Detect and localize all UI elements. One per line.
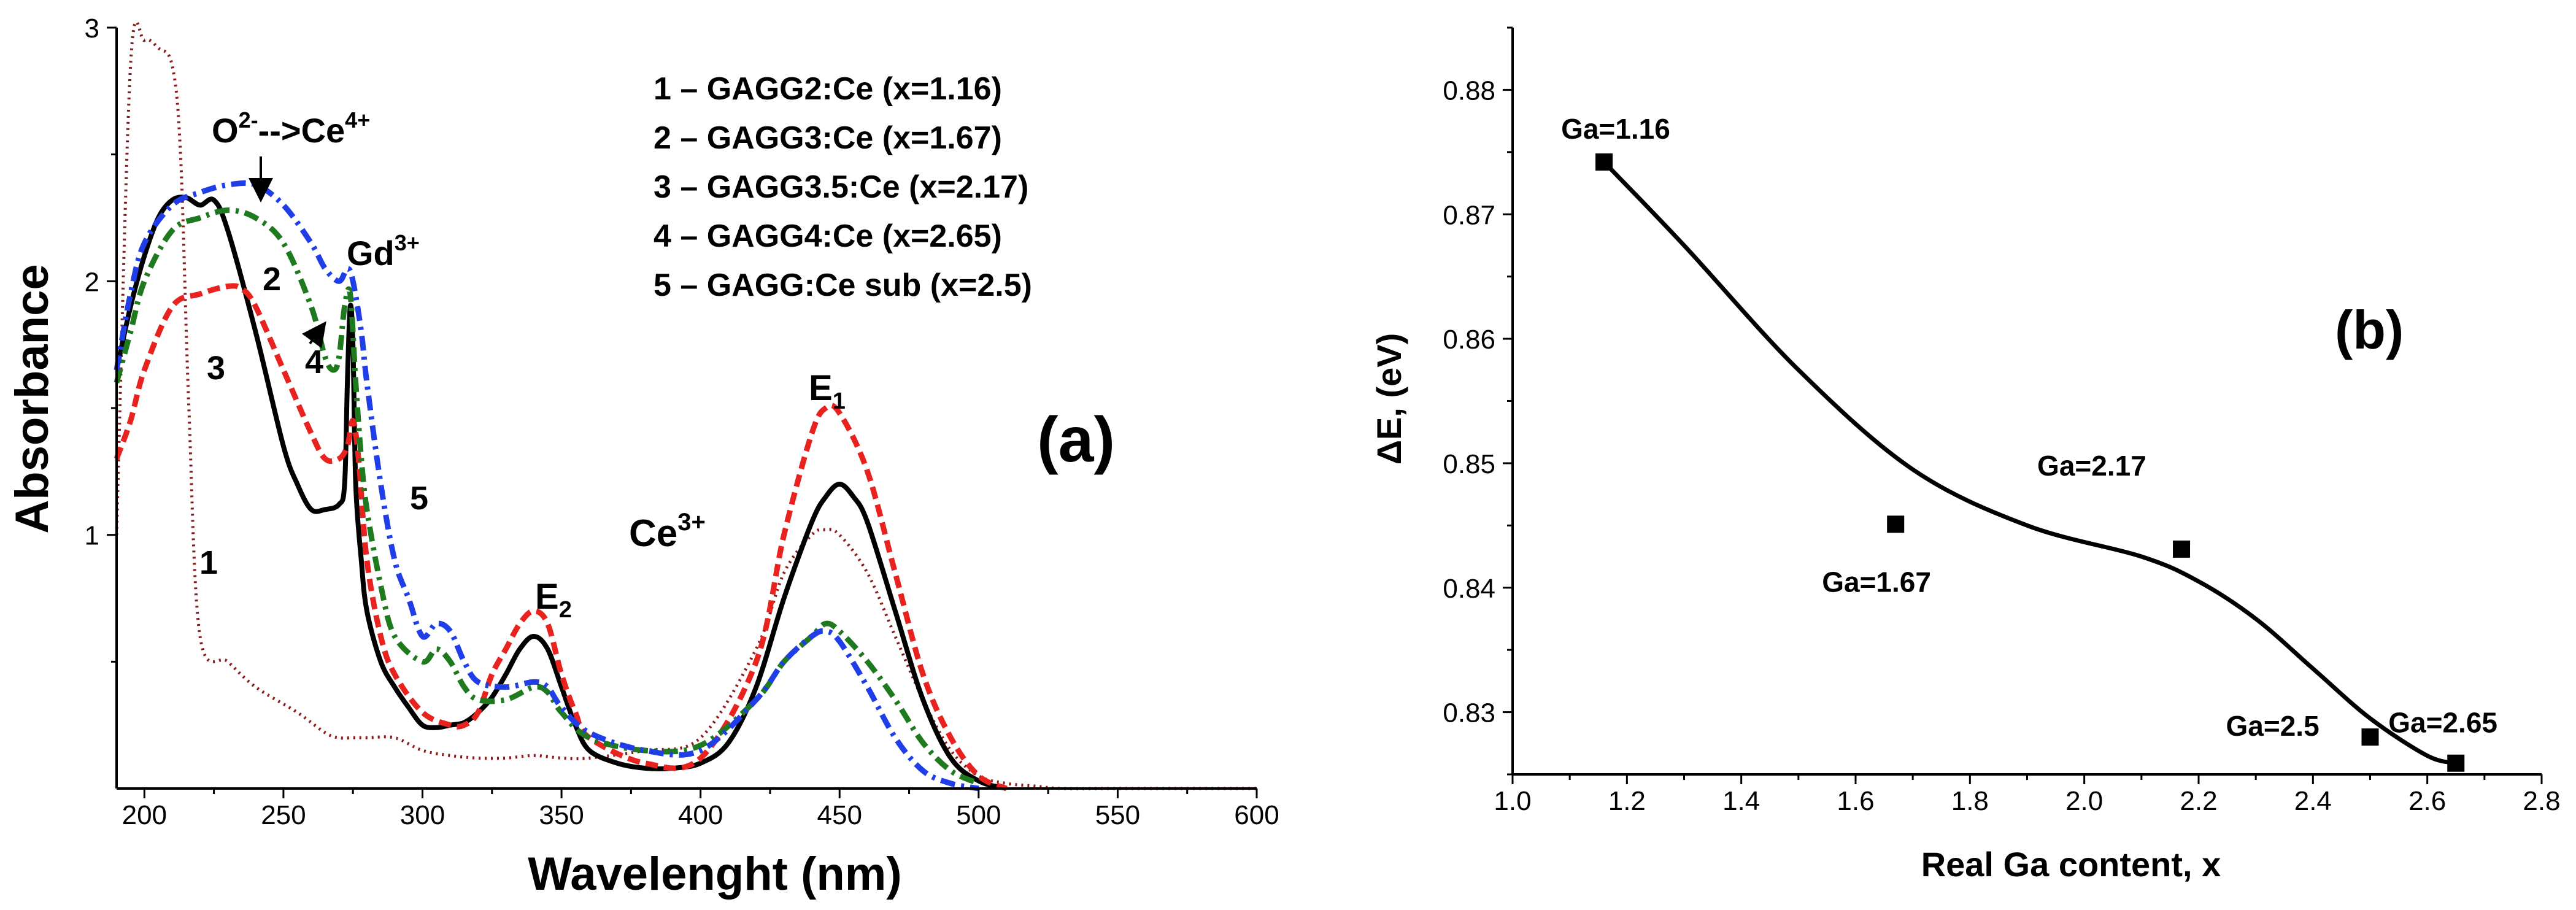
legend-entry-3: 3 – GAGG3.5:Ce (x=2.17)	[654, 169, 1028, 205]
absorbance-y-tick-label: 2	[85, 267, 99, 297]
delta-e-fit-curve	[1602, 160, 2457, 766]
delta-e-y-tick-label: 0.83	[1443, 698, 1495, 728]
delta-e-point-label: Ga=1.16	[1561, 113, 1670, 145]
delta-e-y-tick-label: 0.88	[1443, 75, 1495, 106]
delta-e-point-label: Ga=1.67	[1822, 566, 1931, 598]
absorbance-x-label: Wavelenght (nm)	[528, 848, 901, 900]
delta-e-point	[2447, 754, 2465, 772]
delta-e-point	[2173, 540, 2191, 558]
delta-e-y-tick-label: 0.86	[1443, 325, 1495, 355]
absorbance-x-tick-label: 350	[539, 800, 584, 830]
absorbance-x-tick-label: 600	[1234, 800, 1279, 830]
absorbance-curve-3	[114, 283, 1008, 792]
panel-label-a: (a)	[1037, 404, 1115, 476]
absorbance-chart: 200 250 300 350 400 450 500 550 600 1 2 3 Absorbanc…	[6, 13, 1279, 900]
delta-e-y-tick-label: 0.85	[1443, 449, 1495, 479]
legend-entry-4: 4 – GAGG4:Ce (x=2.65)	[654, 218, 1002, 254]
annotation-charge-transfer: O2--->Ce4+	[212, 107, 370, 150]
absorbance-x-tick-label: 300	[400, 800, 445, 830]
delta-e-x-label: Real Ga content, x	[1921, 845, 2221, 884]
annotation-ce: Ce3+	[629, 509, 706, 555]
delta-e-x-tick-label: 1.2	[1608, 786, 1646, 816]
delta-e-point-label: Ga=2.65	[2388, 707, 2497, 739]
delta-e-y-tick-label: 0.87	[1443, 200, 1495, 230]
delta-e-x-tick-label: 1.4	[1722, 786, 1760, 816]
delta-e-x-tick-label: 2.6	[2408, 786, 2446, 816]
curve-label-1: 1	[199, 544, 218, 581]
panel-label-b: (b)	[2335, 299, 2404, 360]
absorbance-y-tick-label: 1	[85, 521, 99, 551]
delta-e-chart: 1.0 1.2 1.4 1.6 1.8 2.0 2.2 2.4 2.6 2.8 0.83 0.84 0.…	[1370, 26, 2561, 884]
delta-e-point-label: Ga=2.5	[2226, 710, 2320, 742]
absorbance-x-tick-label: 550	[1095, 800, 1140, 830]
absorbance-x-tick-label: 500	[956, 800, 1001, 830]
absorbance-x-tick-label: 450	[817, 800, 862, 830]
delta-e-x-tick-label: 2.0	[2065, 786, 2103, 816]
annotation-gd: Gd3+	[347, 230, 420, 272]
absorbance-x-tick-label: 250	[261, 800, 306, 830]
legend-entry-5: 5 – GAGG:Ce sub (x=2.5)	[654, 268, 1032, 303]
delta-e-point-label: Ga=2.17	[2037, 450, 2146, 482]
delta-e-x-tick-label: 1.8	[1951, 786, 1989, 816]
curve-label-5: 5	[410, 480, 428, 517]
delta-e-point	[1595, 153, 1613, 171]
delta-e-data: Ga=1.16 Ga=1.67 Ga=2.17 Ga=2.5 Ga=2.65	[1561, 113, 2497, 772]
legend-entry-1: 1 – GAGG2:Ce (x=1.16)	[654, 71, 1002, 107]
absorbance-y-label: Absorbance	[6, 264, 58, 533]
absorbance-axes: 200 250 300 350 400 450 500 550 600 1 2 3	[85, 13, 1279, 830]
curve-label-4: 4	[305, 344, 323, 380]
delta-e-y-tick-label: 0.84	[1443, 574, 1495, 604]
curve-label-3: 3	[207, 350, 225, 387]
delta-e-axes: 1.0 1.2 1.4 1.6 1.8 2.0 2.2 2.4 2.6 2.8 0.83 0.84 0.…	[1443, 26, 2561, 816]
legend-entry-2: 2 – GAGG3:Ce (x=1.67)	[654, 120, 1002, 156]
absorbance-x-tick-label: 200	[122, 800, 167, 830]
absorbance-y-tick-label: 3	[85, 13, 99, 44]
delta-e-x-tick-label: 2.2	[2180, 786, 2217, 816]
curve-4-arrow	[301, 321, 326, 349]
delta-e-point	[2361, 728, 2379, 746]
delta-e-x-tick-label: 1.6	[1837, 786, 1874, 816]
absorbance-curve-4	[114, 207, 980, 786]
delta-e-x-tick-label: 2.4	[2294, 786, 2332, 816]
curve-label-2: 2	[263, 261, 281, 298]
delta-e-x-tick-label: 2.8	[2523, 786, 2560, 816]
annotation-e2: E2	[535, 577, 572, 623]
annotation-e1: E1	[809, 368, 846, 414]
absorbance-curve-2	[114, 195, 1008, 791]
absorbance-legend: 1 – GAGG2:Ce (x=1.16) 2 – GAGG3:Ce (x=1.…	[654, 71, 1032, 303]
delta-e-point	[1887, 515, 1905, 533]
absorbance-x-tick-label: 400	[678, 800, 723, 830]
delta-e-x-tick-label: 1.0	[1494, 786, 1531, 816]
delta-e-y-label: ΔE, (eV)	[1370, 333, 1408, 465]
